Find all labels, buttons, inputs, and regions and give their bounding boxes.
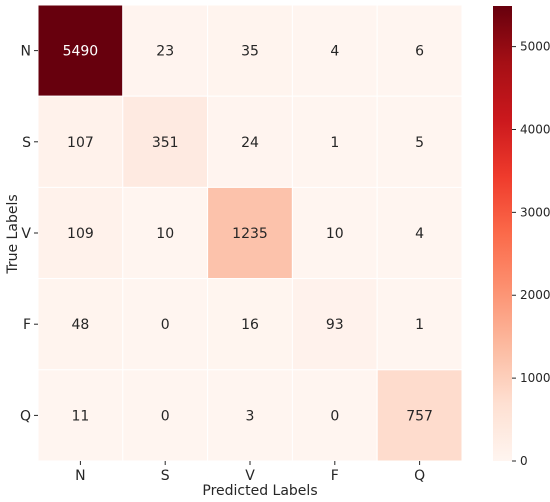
colorbar-tick-label: 3000 [520,205,550,219]
y-tick-label: S [22,135,31,151]
x-tick-label: S [161,468,170,484]
cell-value: 0 [161,317,170,333]
colorbar-tick-label: 0 [520,454,528,468]
heatmap-cell [207,4,293,97]
x-tick-label: F [331,468,339,484]
cell-value: 23 [156,44,174,60]
heatmap-cell [122,4,209,97]
colorbar-tick-label: 2000 [520,288,550,302]
heatmap-cell [376,186,463,280]
cell-value: 351 [152,135,179,151]
cell-value: 3 [246,408,255,424]
cell-value: 109 [67,226,94,242]
cell-value: 10 [326,226,344,242]
cell-value: 0 [330,408,339,424]
heatmap-cell [207,186,293,280]
heatmap-cell [37,369,124,462]
x-tick-label: Q [414,468,425,484]
cell-value: 5490 [63,44,99,60]
heatmap-cells [37,4,463,462]
heatmap-cell [122,186,209,280]
heatmap-cell [376,369,463,462]
cell-value: 10 [156,226,174,242]
cell-value: 4 [415,226,424,242]
colorbar: 0 1000 2000 3000 4000 5000 [493,6,550,468]
cell-value: 93 [326,317,344,333]
heatmap-cell [122,278,209,371]
cell-value: 1235 [232,226,268,242]
y-tick-label: F [23,317,31,333]
heatmap-cell [37,95,124,188]
x-axis-label: Predicted Labels [202,483,317,499]
y-axis-ticks: N S V F Q [20,44,38,424]
colorbar-tick-label: 1000 [520,371,550,385]
heatmap-cell [37,4,124,97]
cell-value: 11 [71,408,89,424]
cell-value: 16 [241,317,259,333]
x-tick-label: V [245,468,255,484]
heatmap-cell [376,4,463,97]
cell-value: 0 [161,408,170,424]
heatmap-cell [291,4,378,97]
heatmap-cell [291,278,378,371]
heatmap-cell [376,278,463,371]
colorbar-tick-label: 5000 [520,40,550,54]
heatmap-cell [376,95,463,188]
cell-value: 4 [330,44,339,60]
cell-value: 48 [71,317,89,333]
colorbar-tick-label: 4000 [520,122,550,136]
cell-value: 6 [415,44,424,60]
cell-value: 1 [330,135,339,151]
heatmap-cell [122,369,209,462]
heatmap-cell [207,369,293,462]
heatmap-cell [207,95,293,188]
y-tick-label: Q [20,408,31,424]
y-axis-label: True Labels [5,194,21,274]
colorbar-gradient [493,6,512,461]
heatmap-cell [291,186,378,280]
y-tick-label: V [21,226,31,242]
heatmap-cell [207,278,293,371]
cell-value: 35 [241,44,259,60]
y-tick-label: N [21,44,31,60]
cell-value: 1 [415,317,424,333]
cell-value: 107 [67,135,94,151]
cell-value: 5 [415,135,424,151]
cell-value: 24 [241,135,259,151]
x-tick-label: N [75,468,85,484]
cell-value: 757 [406,408,433,424]
